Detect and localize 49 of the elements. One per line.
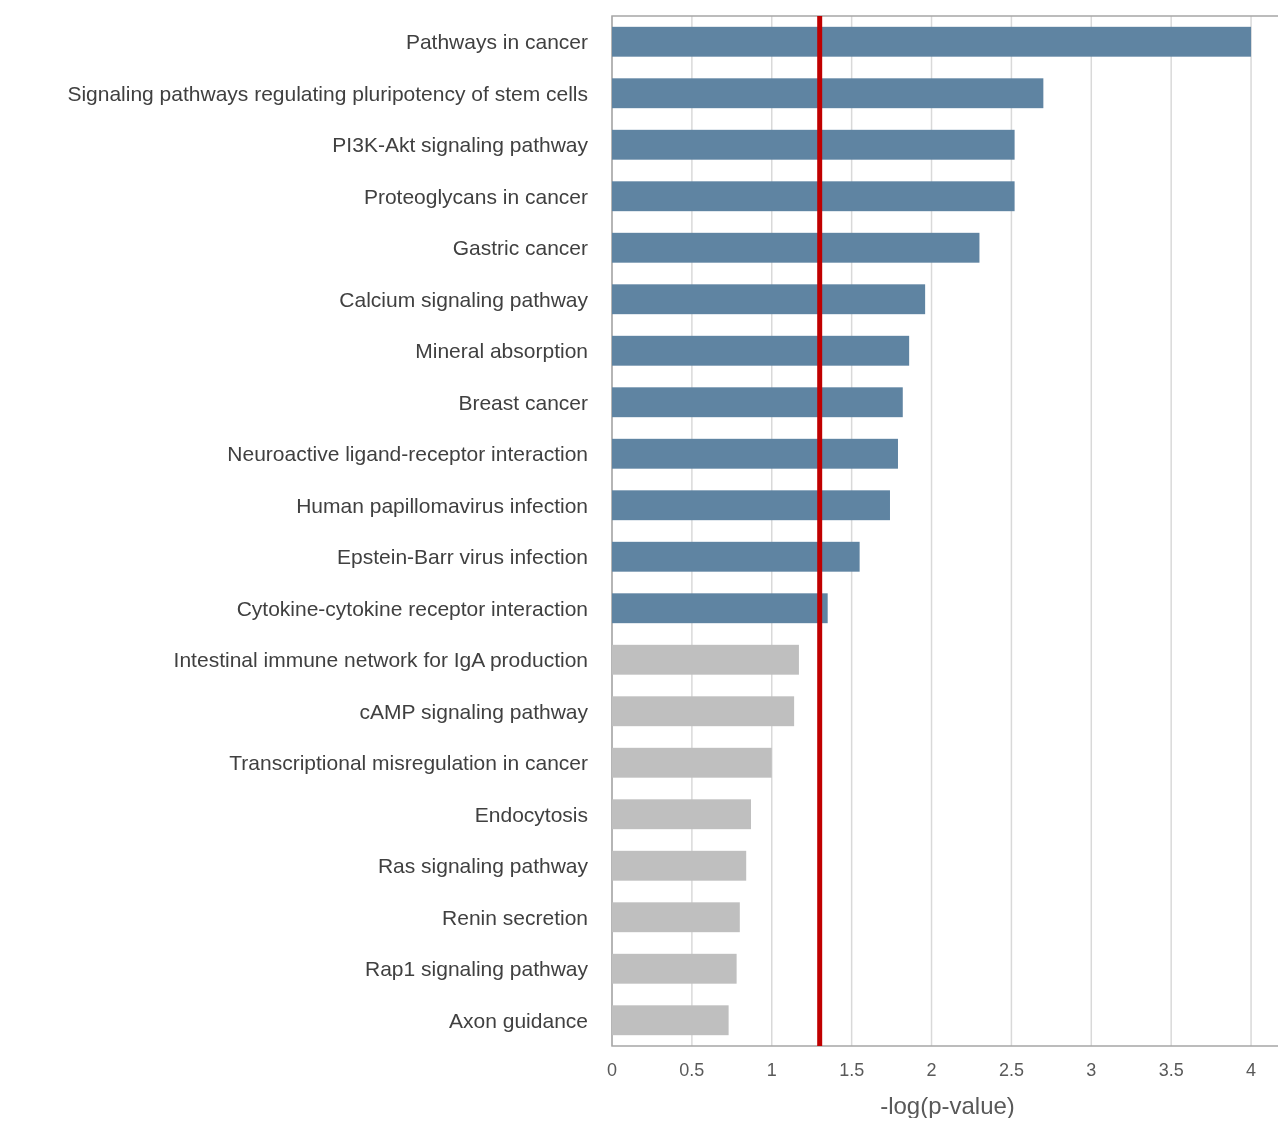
x-tick-label: 2 (926, 1060, 937, 1080)
x-tick-label: 4 (1246, 1060, 1257, 1080)
bar (612, 1005, 729, 1036)
y-tick-label: Mineral absorption (415, 339, 588, 363)
bar (612, 850, 747, 881)
bar (612, 644, 799, 675)
x-tick-label: 3 (1086, 1060, 1097, 1080)
x-tick-label: 3.5 (1158, 1060, 1184, 1080)
bar (612, 438, 898, 469)
y-tick-label: Proteoglycans in cancer (363, 184, 588, 208)
y-tick-label: Gastric cancer (452, 236, 588, 260)
bar (612, 953, 737, 984)
bar (612, 696, 795, 727)
y-tick-label: Intestinal immune network for IgA production (173, 648, 588, 672)
y-tick-label: Axon guidance (449, 1008, 588, 1032)
bar (612, 129, 1015, 160)
bar (612, 490, 890, 521)
bar (612, 902, 740, 933)
x-tick-label: 1.5 (839, 1060, 865, 1080)
x-tick-label: 0 (606, 1060, 618, 1080)
x-tick-label: 0.5 (679, 1060, 705, 1080)
y-tick-label: Rap1 signaling pathway (365, 957, 589, 981)
y-tick-label: Breast cancer (458, 390, 588, 414)
bar (612, 78, 1044, 109)
y-tick-label: Endocytosis (474, 802, 588, 826)
bar (612, 387, 903, 418)
bar (612, 26, 1252, 57)
y-tick-label: PI3K-Akt signaling pathway (332, 133, 589, 157)
y-tick-label: Calcium signaling pathway (339, 287, 589, 311)
y-tick-label: Pathways in cancer (405, 30, 588, 54)
bar (612, 799, 751, 830)
bar (612, 335, 910, 366)
y-tick-label: Human papillomavirus infection (296, 493, 588, 517)
bar (612, 232, 980, 263)
y-tick-label: Ras signaling pathway (377, 854, 589, 878)
x-tick-label: 2.5 (998, 1060, 1024, 1080)
y-tick-label: Renin secretion (442, 905, 588, 929)
bar (612, 593, 828, 624)
y-tick-label: Epstein-Barr virus infection (337, 545, 588, 569)
y-tick-label: Transcriptional misregulation in cancer (229, 751, 588, 775)
bar (612, 181, 1015, 212)
x-tick-label: 1 (766, 1060, 777, 1080)
bar (612, 284, 926, 315)
y-tick-label: Cytokine-cytokine receptor interaction (236, 596, 588, 620)
y-tick-label: Signaling pathways regulating pluripotency of stem cells (67, 81, 588, 105)
y-tick-label: cAMP signaling pathway (359, 699, 589, 723)
bar (612, 541, 860, 572)
bar (612, 747, 772, 778)
y-tick-label: Neuroactive ligand-receptor interaction (227, 442, 588, 466)
